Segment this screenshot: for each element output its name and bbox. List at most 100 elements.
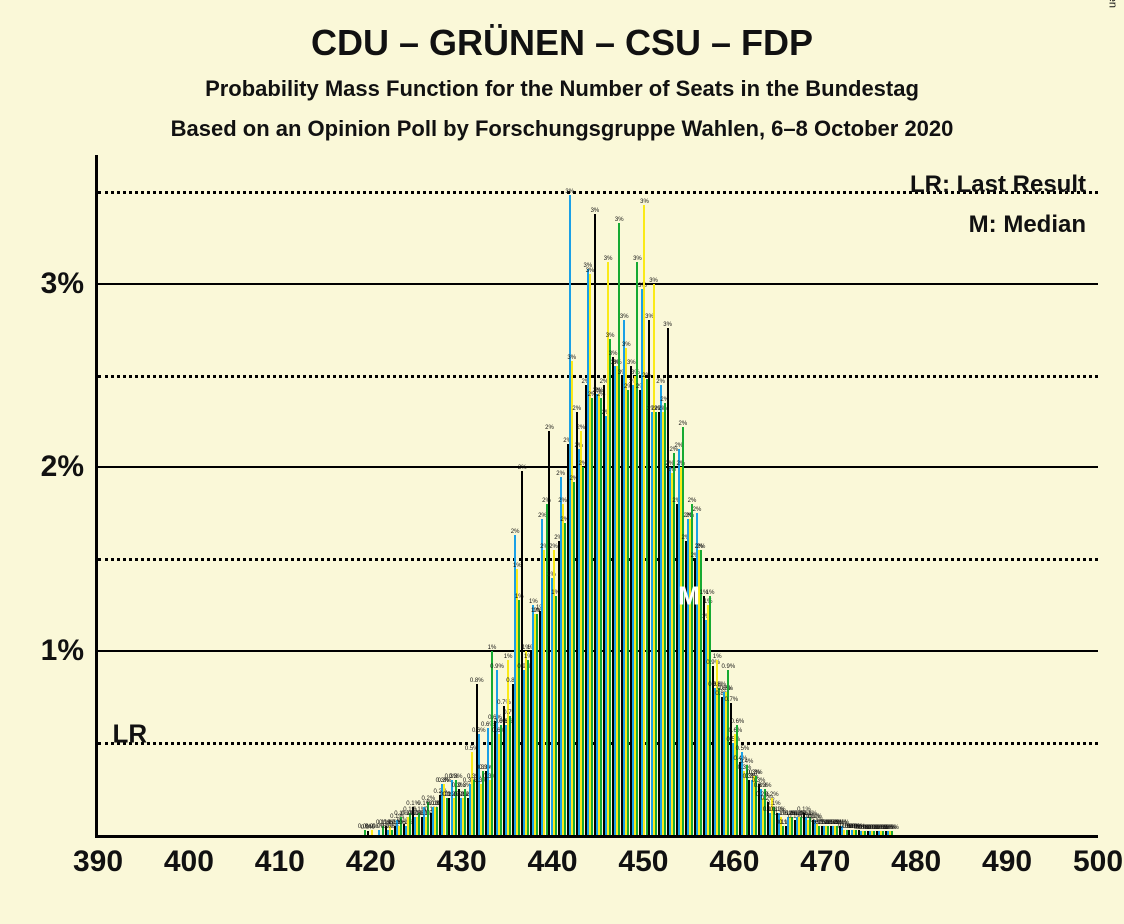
bar: 0.0% (846, 830, 848, 836)
bar: 0.1% (782, 826, 784, 835)
bar: 0.0% (873, 831, 875, 835)
page-root: CDU – GRÜNEN – CSU – FDP Probability Mas… (0, 0, 1124, 924)
x-tick-label: 410 (255, 835, 305, 879)
bar: 0.1% (436, 807, 438, 835)
bar: 2% (646, 379, 648, 835)
bar: 0.0% (391, 830, 393, 836)
bar: 0.2% (446, 798, 448, 835)
bar: 2% (682, 427, 684, 835)
bar: 0.1% (827, 826, 829, 835)
bar-value-label: 0.2% (765, 792, 779, 798)
bar: 0.3% (482, 771, 484, 835)
bar-value-label: 2% (572, 406, 581, 412)
bar-value-label: 3% (663, 322, 672, 328)
bar-value-label: 0.0% (885, 825, 899, 831)
bar-value-label: 0.7% (724, 697, 738, 703)
bar-value-label: 3% (649, 278, 658, 284)
bar: 0.6% (500, 725, 502, 835)
bar: 2% (600, 398, 602, 835)
bar: 3% (609, 339, 611, 835)
bar: 1% (491, 651, 493, 835)
bar: 0.1% (818, 826, 820, 835)
bar-value-label: 3% (565, 189, 574, 195)
legend-item: LR: Last Result (910, 171, 1086, 199)
bar-value-label: 0.6% (729, 728, 743, 734)
x-tick-label: 490 (982, 835, 1032, 879)
x-tick-label: 420 (346, 835, 396, 879)
bar-value-label: 2% (545, 425, 554, 431)
bar-value-label: 2% (511, 529, 520, 535)
annotation: LR (112, 718, 147, 749)
bar-value-label: 0.3% (749, 770, 763, 776)
bar-value-label: 2% (556, 471, 565, 477)
bar: 2% (627, 390, 629, 835)
x-tick-label: 480 (891, 835, 941, 879)
bar-value-label: 1% (488, 645, 497, 651)
x-tick-label: 400 (164, 835, 214, 879)
bar-value-label: 1% (706, 590, 715, 596)
bar: 0.8% (718, 688, 720, 835)
bar-value-label: 3% (622, 342, 631, 348)
annotation: M (678, 581, 700, 612)
bar: 0.3% (473, 780, 475, 835)
legend-item: M: Median (969, 211, 1086, 239)
copyright-label: © 2020 Filip van Laenen (1106, 0, 1118, 8)
bar-value-label: 3% (606, 333, 615, 339)
bar-value-label: 0.8% (719, 686, 733, 692)
bar: 1% (518, 600, 520, 835)
bar-value-label: 2% (697, 544, 706, 550)
gridline (98, 375, 1098, 378)
bar-value-label: 1% (504, 654, 513, 660)
bar-value-label: 0.9% (490, 664, 504, 670)
x-tick-label: 500 (1073, 835, 1123, 879)
bar: 2% (573, 482, 575, 835)
y-tick-label: 2% (41, 450, 98, 484)
bar: 2% (591, 398, 593, 835)
bar: 1% (555, 596, 557, 835)
bar: 0.9% (727, 670, 729, 835)
bar-value-label: 2% (688, 498, 697, 504)
bar-value-label: 3% (620, 314, 629, 320)
x-tick-label: 390 (73, 835, 123, 879)
x-tick-label: 440 (528, 835, 578, 879)
y-tick-label: 3% (41, 267, 98, 301)
page-subtitle-2: Based on an Opinion Poll by Forschungsgr… (0, 116, 1124, 142)
bar: 0.6% (736, 725, 738, 835)
x-axis (95, 835, 1098, 838)
bar: 0.7% (509, 716, 511, 835)
bar-value-label: 3% (633, 256, 642, 262)
bar-value-label: 2% (679, 421, 688, 427)
bar: 0.0% (371, 830, 373, 836)
bar-value-label: 2% (518, 465, 527, 471)
bar-value-label: 0.6% (472, 728, 486, 734)
bar: 2% (655, 412, 657, 835)
bar-value-label: 0.8% (470, 678, 484, 684)
bar-value-label: 3% (567, 355, 576, 361)
bar-value-label: 2% (656, 379, 665, 385)
bar-value-label: 3% (615, 217, 624, 223)
gridline (98, 283, 1098, 285)
bar: 3% (636, 262, 638, 835)
x-tick-label: 450 (618, 835, 668, 879)
bar: 0.0% (367, 831, 369, 835)
page-subtitle-1: Probability Mass Function for the Number… (0, 76, 1124, 102)
bar-value-label: 1% (713, 654, 722, 660)
x-tick-label: 460 (709, 835, 759, 879)
bar: 2% (546, 504, 548, 835)
bar-value-label: 0.9% (721, 664, 735, 670)
bar: 0.0% (864, 831, 866, 835)
bar: 1% (536, 614, 538, 835)
bar-value-label: 0.4% (740, 759, 754, 765)
bar: 2% (564, 523, 566, 835)
bar: 0.0% (378, 830, 380, 836)
x-tick-label: 470 (800, 835, 850, 879)
bar: 0.0% (882, 831, 884, 835)
bar: 1% (709, 596, 711, 835)
bar: 1% (527, 660, 529, 835)
y-tick-label: 1% (41, 634, 98, 668)
bar-value-label: 0.6% (731, 719, 745, 725)
bar: 2% (664, 403, 666, 835)
bar: 0.0% (891, 831, 893, 835)
bar-value-label: 0.3% (449, 774, 463, 780)
bar-value-label: 0.5% (736, 746, 750, 752)
